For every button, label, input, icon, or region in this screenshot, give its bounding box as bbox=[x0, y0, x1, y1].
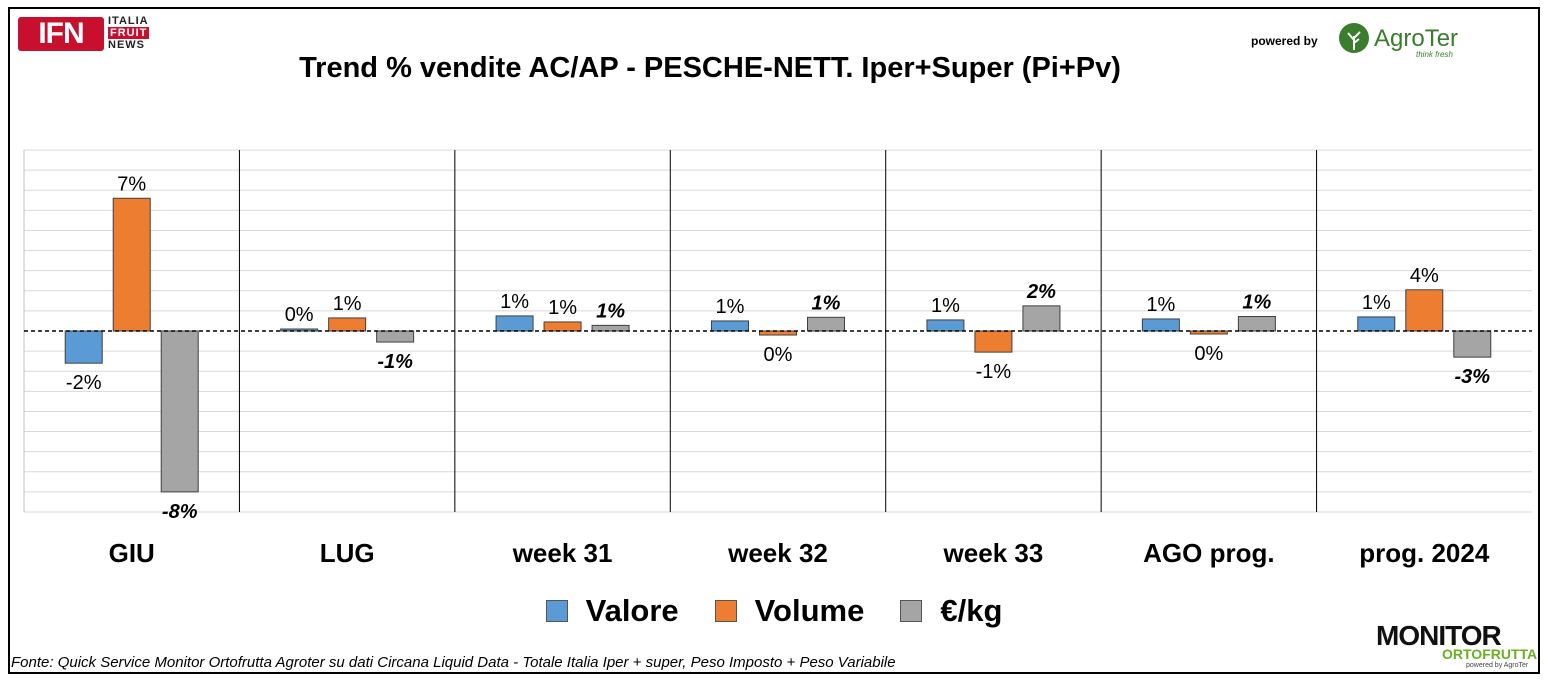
ifn-logo-line1: ITALIA bbox=[108, 15, 149, 27]
legend-swatch bbox=[900, 600, 923, 622]
legend-label: Volume bbox=[754, 593, 865, 628]
legend-label: €/kg bbox=[940, 593, 1003, 628]
legend-item: Valore bbox=[545, 593, 679, 629]
tree-icon bbox=[1339, 23, 1369, 53]
monitor-logo-bottom: ORTOFRUTTA bbox=[1442, 646, 1538, 662]
chart-title: Trend % vendite AC/AP - PESCHE-NETT. Ipe… bbox=[299, 52, 1121, 84]
legend-swatch bbox=[714, 600, 737, 622]
monitor-logo-sub: powered by AgroTer bbox=[1466, 662, 1529, 669]
legend-item: €/kg bbox=[900, 593, 1002, 629]
ifn-logo-line2: FRUIT bbox=[108, 27, 150, 39]
agroter-tagline: think fresh bbox=[1416, 50, 1453, 59]
legend: Valore Volume €/kg bbox=[0, 593, 1548, 629]
legend-item: Volume bbox=[714, 593, 865, 629]
legend-label: Valore bbox=[585, 593, 679, 628]
monitor-logo-top: MONITOR bbox=[1376, 620, 1502, 651]
powered-by-text: powered by bbox=[1251, 34, 1318, 48]
monitor-ortofrutta-logo: MONITOR ORTOFRUTTA powered by AgroTer bbox=[1376, 620, 1538, 672]
ifn-logo-line3: NEWS bbox=[108, 39, 145, 51]
chart-frame bbox=[8, 7, 1540, 674]
source-footnote: Fonte: Quick Service Monitor Ortofrutta … bbox=[11, 654, 896, 671]
ifn-logo-mark: IFN bbox=[18, 17, 104, 51]
ifn-logo-words: ITALIA FRUIT NEWS bbox=[108, 15, 150, 51]
legend-swatch bbox=[545, 600, 568, 622]
agroter-wordmark: AgroTer bbox=[1374, 25, 1459, 52]
agroter-logo: AgroTer think fresh bbox=[1338, 22, 1478, 59]
